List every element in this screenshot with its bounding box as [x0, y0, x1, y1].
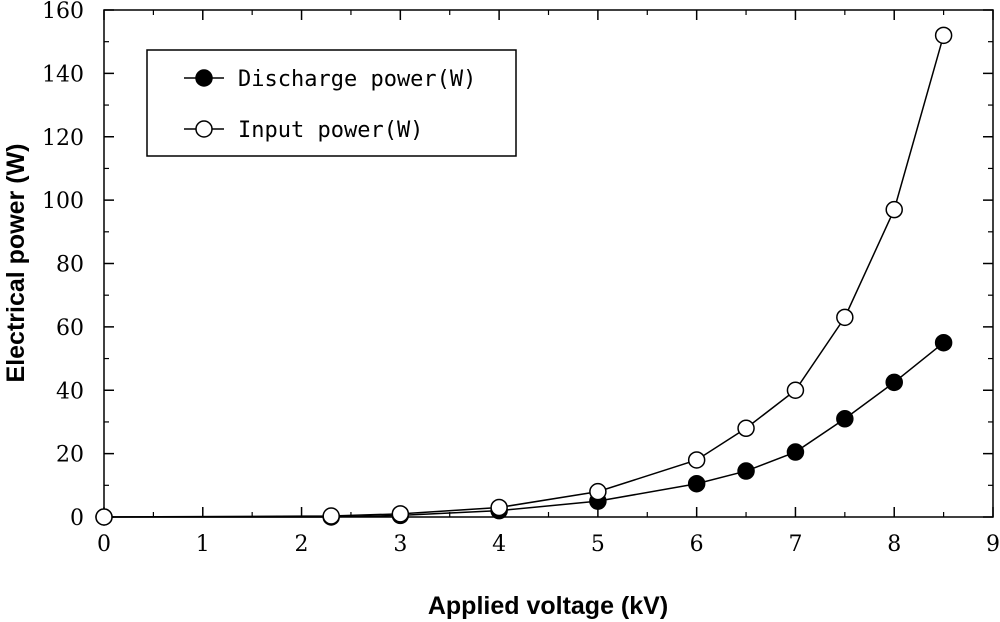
legend-label-discharge: Discharge power(W): [238, 67, 476, 92]
data-point-input: [687, 451, 706, 469]
x-tick-label: 8: [887, 532, 901, 557]
data-point-input: [322, 507, 340, 525]
y-tick-label: 100: [42, 189, 84, 214]
y-tick-label: 80: [56, 253, 84, 278]
data-point-input: [934, 26, 953, 45]
y-tick-label: 20: [56, 443, 84, 468]
y-axis-title: Electrical power (W): [2, 144, 30, 383]
data-point-input: [490, 498, 508, 517]
x-tick-label: 0: [97, 532, 111, 557]
data-point-discharge: [786, 443, 805, 461]
legend-box: [146, 49, 517, 157]
x-tick-label: 2: [295, 532, 309, 557]
y-tick-label: 40: [56, 379, 84, 404]
data-point-input: [589, 482, 607, 501]
data-point-discharge: [885, 373, 903, 392]
y-tick-label: 120: [42, 126, 84, 151]
x-tick-label: 3: [393, 532, 407, 557]
y-tick-label: 160: [42, 0, 84, 24]
data-point-discharge: [836, 410, 854, 428]
y-tick-label: 0: [70, 506, 84, 531]
data-point-input: [391, 505, 410, 523]
y-tick-label: 60: [56, 316, 84, 341]
data-point-discharge: [934, 333, 953, 352]
data-point-input: [885, 200, 903, 219]
legend-marker-input: [195, 120, 213, 138]
x-tick-label: 9: [986, 532, 1000, 557]
legend: Discharge power(W) Input power(W): [146, 49, 517, 157]
x-tick-label: 7: [788, 532, 802, 557]
axis-tick-labels: 0 1 2 3 4 5 6 7 8 9 0 20 40 60 80 100 120 140 160: [42, 0, 1000, 557]
x-tick-label: 4: [492, 532, 506, 557]
x-tick-label: 1: [196, 532, 210, 557]
x-tick-label: 6: [690, 532, 704, 557]
series-points: [95, 26, 953, 526]
x-tick-label: 5: [591, 532, 605, 557]
data-point-input: [737, 419, 755, 438]
y-tick-label: 140: [42, 62, 84, 87]
data-point-input: [836, 308, 854, 327]
series-line-0: [104, 342, 945, 518]
x-axis-title: Applied voltage (kV): [428, 592, 668, 620]
data-point-input: [786, 381, 805, 399]
legend-label-input: Input power(W): [238, 118, 423, 143]
data-point-discharge: [737, 462, 755, 480]
data-point-input: [95, 508, 113, 526]
data-point-discharge: [687, 474, 706, 493]
legend-marker-discharge: [195, 69, 213, 87]
